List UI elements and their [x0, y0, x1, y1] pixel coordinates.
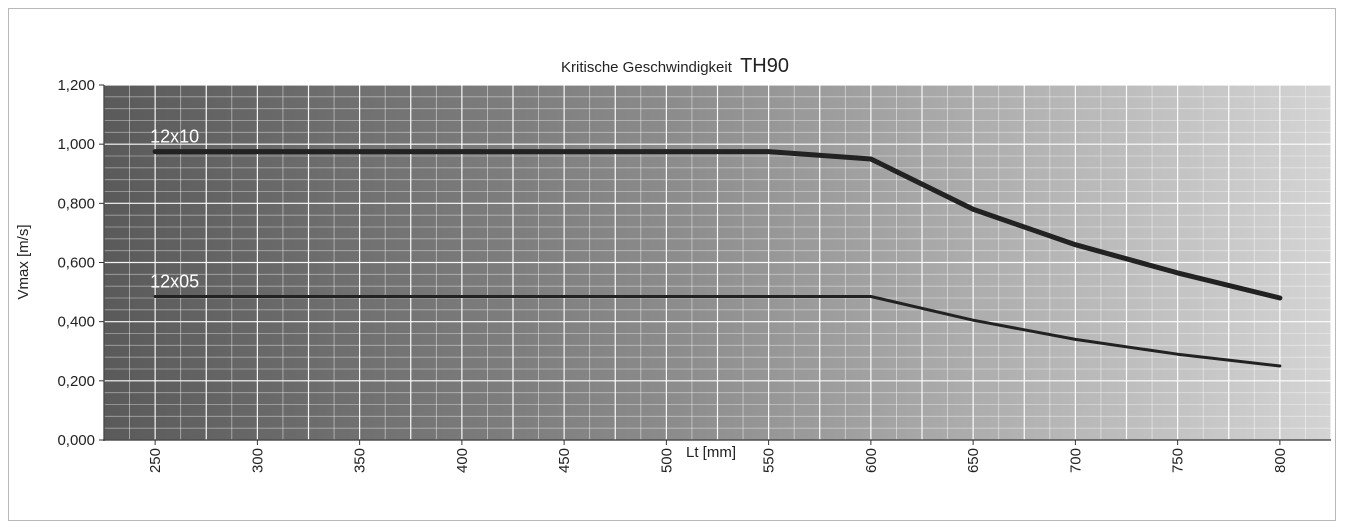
- y-tick-labels: 0,000 0,200 0,400 0,600 0,800 1,000 1,200: [57, 77, 104, 449]
- data-point-12x05: [1176, 353, 1179, 356]
- data-point-12x05: [869, 295, 873, 298]
- series-label-12x10: 12x10: [150, 127, 199, 147]
- y-tick-label: 1,000: [57, 136, 95, 153]
- x-tick-label: 400: [454, 448, 471, 473]
- x-tick-label: 800: [1272, 448, 1289, 473]
- y-tick-label: 1,200: [57, 77, 95, 94]
- data-point-12x10: [869, 157, 873, 161]
- data-point-12x10: [153, 150, 157, 153]
- x-tick-label: 550: [761, 448, 778, 473]
- series-lines: [152, 149, 1283, 368]
- x-tick-label: 450: [556, 448, 573, 473]
- x-tick-label: 650: [965, 448, 982, 473]
- x-tick-label: 750: [1170, 448, 1187, 473]
- data-point-12x05: [1278, 364, 1282, 368]
- y-tick-label: 0,000: [57, 432, 95, 449]
- y-tick-label: 0,400: [57, 314, 95, 331]
- data-point-12x05: [1074, 338, 1077, 341]
- series-labels: 12x10 12x05: [150, 127, 199, 292]
- data-point-12x10: [1074, 243, 1077, 246]
- y-axis-label: Vmax [m/s]: [15, 224, 32, 299]
- data-point-12x10: [1278, 296, 1282, 300]
- data-point-12x05: [153, 295, 157, 298]
- data-point-12x10: [971, 208, 975, 211]
- x-tick-label: 300: [249, 448, 266, 473]
- y-tick-label: 0,200: [57, 373, 95, 390]
- x-tick-label: 600: [863, 448, 880, 473]
- x-tick-label: 700: [1067, 448, 1084, 473]
- series-label-12x05: 12x05: [150, 272, 199, 292]
- data-point-12x10: [767, 150, 770, 153]
- series-line-12x05: [153, 295, 1282, 368]
- data-point-12x10: [1176, 271, 1179, 275]
- x-tick-label: 500: [658, 448, 675, 473]
- x-axis-label: Lt [mm]: [686, 444, 736, 461]
- x-tick-label: 350: [352, 448, 369, 473]
- x-tick-label: 250: [147, 448, 164, 473]
- y-tick-label: 0,600: [57, 255, 95, 272]
- x-tick-labels: 250 300 350 400 450 500 550 600 650 700 750 800: [147, 440, 1289, 473]
- y-tick-label: 0,800: [57, 195, 95, 212]
- chart-title: Kritische Geschwindigkeit TH90: [561, 55, 789, 77]
- data-point-12x05: [971, 318, 975, 322]
